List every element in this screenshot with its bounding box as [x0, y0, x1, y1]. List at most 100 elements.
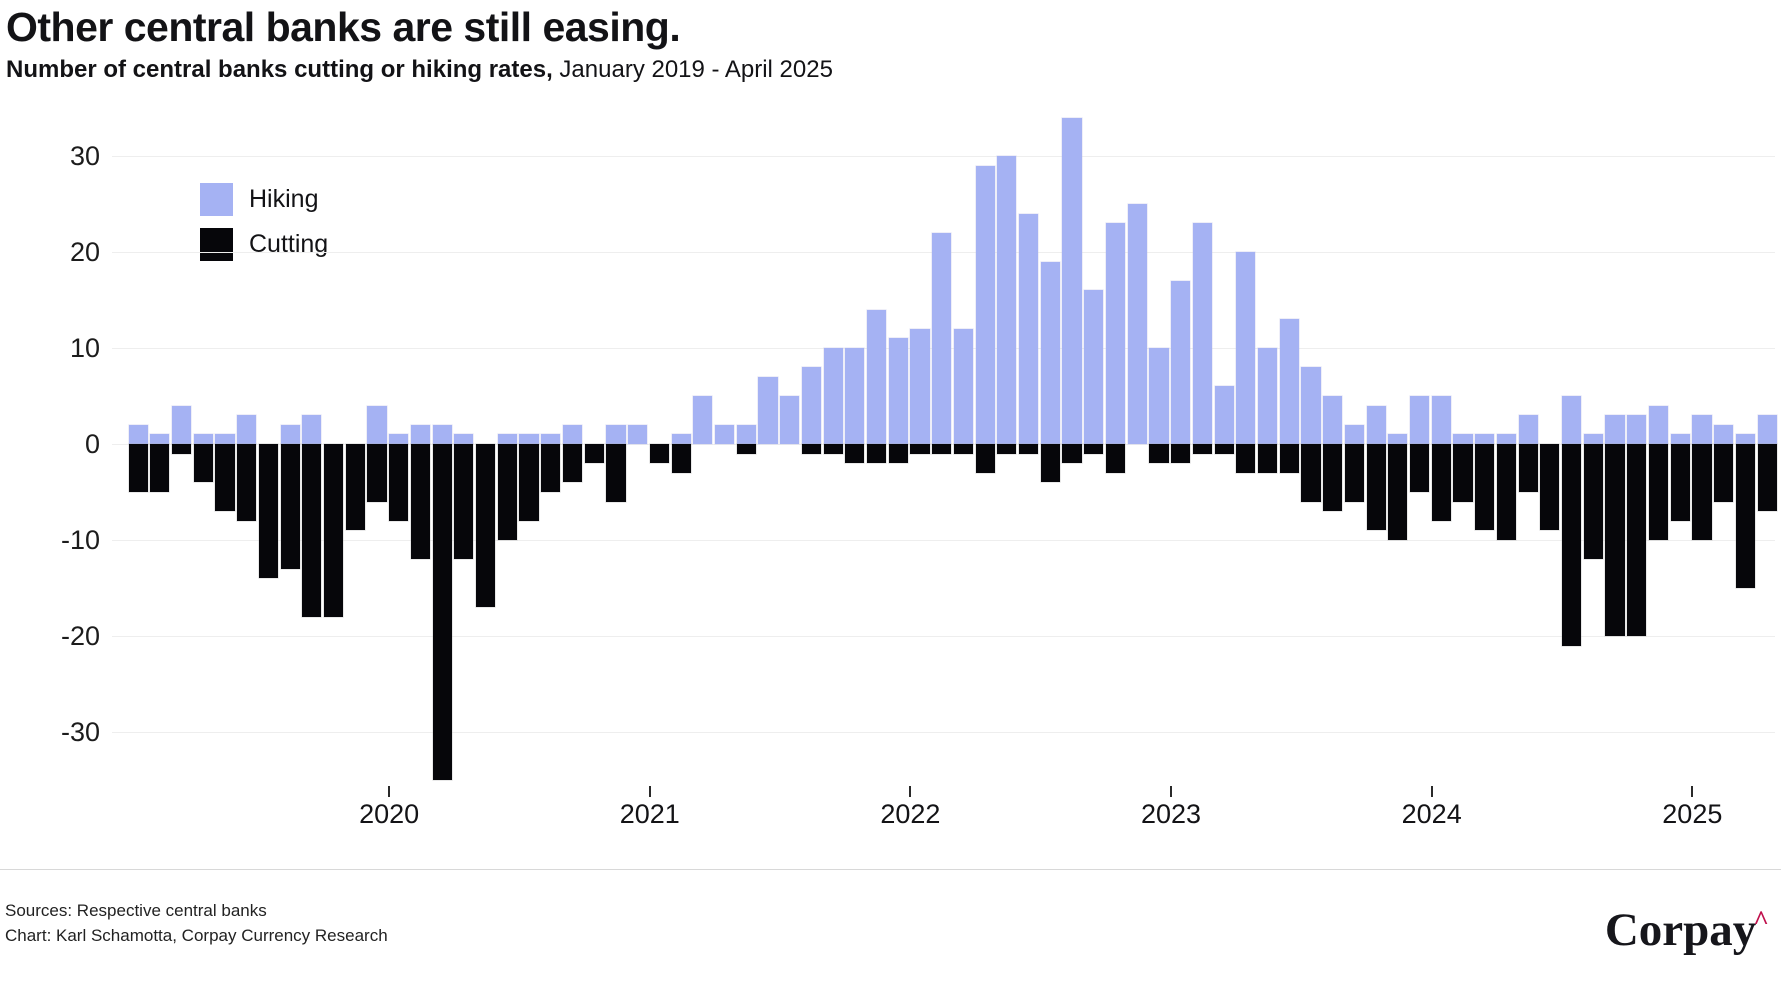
footer-divider — [0, 869, 1781, 870]
x-tick-mark-2022 — [909, 786, 912, 797]
bar-hiking-2019-04 — [193, 434, 213, 444]
bar-cutting-2025-04 — [1757, 444, 1777, 512]
footer-sources: Sources: Respective central banks — [5, 901, 267, 920]
bar-cutting-2024-07 — [1562, 444, 1582, 646]
bar-hiking-2019-08 — [280, 424, 300, 444]
bar-hiking-2024-04 — [1496, 434, 1517, 444]
bar-cutting-2023-05 — [1257, 444, 1278, 473]
chart-subtitle: Number of central banks cutting or hikin… — [6, 56, 833, 84]
bar-cutting-2023-01 — [1171, 444, 1191, 464]
y-tick-label--20: -20 — [60, 621, 100, 651]
bar-cutting-2024-02 — [1453, 444, 1473, 502]
x-tick-mark-2023 — [1170, 786, 1173, 797]
bar-hiking-2024-12 — [1670, 434, 1690, 444]
bar-hiking-2022-12 — [1149, 348, 1169, 444]
bar-cutting-2022-02 — [932, 444, 952, 454]
x-tick-label-2022: 2022 — [880, 799, 941, 829]
bar-cutting-2025-03 — [1735, 444, 1755, 588]
y-tick-label-10: 10 — [69, 333, 100, 363]
bar-hiking-2020-04 — [454, 434, 474, 444]
bar-cutting-2023-06 — [1279, 444, 1299, 473]
legend-label-hiking: Hiking — [249, 185, 319, 213]
bar-cutting-2023-02 — [1192, 444, 1212, 454]
bar-cutting-2021-09 — [823, 444, 843, 454]
hiking-swatch-icon — [200, 183, 233, 216]
bar-cutting-2023-10 — [1366, 444, 1386, 531]
bar-cutting-2020-03 — [432, 444, 452, 780]
bar-cutting-2022-06 — [1019, 444, 1039, 454]
bar-hiking-2021-07 — [780, 396, 800, 444]
bar-hiking-2020-08 — [541, 434, 561, 444]
bar-hiking-2023-02 — [1192, 223, 1212, 444]
bar-cutting-2022-07 — [1040, 444, 1060, 483]
bar-hiking-2024-07 — [1562, 396, 1582, 444]
bar-hiking-2024-09 — [1605, 415, 1625, 444]
bar-cutting-2022-10 — [1105, 444, 1126, 473]
bar-cutting-2020-06 — [497, 444, 517, 540]
bar-cutting-2021-10 — [845, 444, 865, 464]
bar-hiking-2023-10 — [1366, 405, 1386, 444]
bar-hiking-2020-12 — [628, 424, 648, 444]
bar-cutting-2019-08 — [280, 444, 300, 569]
bar-cutting-2019-02 — [150, 444, 170, 492]
bar-hiking-2019-05 — [215, 434, 235, 444]
bar-hiking-2019-02 — [150, 434, 170, 444]
gridline--30 — [112, 732, 1775, 733]
bar-hiking-2024-02 — [1453, 434, 1473, 444]
bar-hiking-2022-04 — [975, 165, 995, 444]
bar-hiking-2024-03 — [1475, 434, 1495, 444]
bar-hiking-2024-01 — [1431, 396, 1451, 444]
bar-hiking-2022-11 — [1127, 204, 1147, 444]
bar-hiking-2020-07 — [519, 434, 539, 444]
bar-hiking-2022-10 — [1105, 223, 1126, 444]
x-tick-mark-2025 — [1691, 786, 1694, 797]
bar-hiking-2023-11 — [1388, 434, 1408, 444]
bar-cutting-2021-02 — [671, 444, 691, 473]
bar-hiking-2024-05 — [1518, 415, 1538, 444]
bar-hiking-2020-01 — [389, 434, 409, 444]
bar-cutting-2019-11 — [345, 444, 365, 531]
bar-hiking-2023-09 — [1344, 424, 1364, 444]
bar-hiking-2025-04 — [1757, 415, 1777, 444]
gridline--20 — [112, 636, 1775, 637]
x-tick-label-2024: 2024 — [1401, 799, 1462, 829]
bar-hiking-2025-03 — [1735, 434, 1755, 444]
y-tick-label-30: 30 — [69, 141, 100, 171]
bar-cutting-2024-08 — [1583, 444, 1603, 560]
x-tick-mark-2024 — [1430, 786, 1433, 797]
legend-label-cutting: Cutting — [249, 230, 329, 258]
bar-cutting-2022-12 — [1149, 444, 1169, 464]
bar-cutting-2020-05 — [476, 444, 496, 608]
bar-hiking-2023-03 — [1214, 386, 1234, 444]
bar-cutting-2021-05 — [736, 444, 756, 454]
bar-hiking-2022-02 — [932, 232, 952, 444]
y-tick-label-0: 0 — [84, 429, 100, 459]
bar-cutting-2021-12 — [888, 444, 908, 464]
bar-hiking-2021-04 — [714, 424, 735, 444]
bar-hiking-2019-06 — [237, 415, 257, 444]
y-tick-label--30: -30 — [60, 717, 100, 747]
cutting-swatch-icon — [200, 228, 233, 261]
chart-subtitle-measure: Number of central banks cutting or hikin… — [6, 56, 553, 83]
bar-cutting-2020-04 — [454, 444, 474, 560]
bar-cutting-2019-07 — [258, 444, 278, 579]
bar-cutting-2019-06 — [237, 444, 257, 521]
gridline--10 — [112, 540, 1775, 541]
legend: Hiking Cutting — [200, 183, 328, 273]
bar-cutting-2020-09 — [562, 444, 583, 483]
legend-row-hiking: Hiking — [200, 183, 328, 216]
bar-hiking-2020-02 — [410, 424, 431, 444]
bar-hiking-2023-01 — [1171, 280, 1191, 444]
corpay-logo: Corpay^ — [1605, 903, 1769, 957]
bar-cutting-2024-10 — [1627, 444, 1647, 636]
bar-hiking-2019-01 — [128, 424, 148, 444]
bar-cutting-2019-04 — [193, 444, 213, 483]
bar-hiking-2022-03 — [953, 328, 974, 444]
bar-hiking-2023-04 — [1236, 252, 1256, 444]
bar-cutting-2021-08 — [801, 444, 821, 454]
bar-hiking-2022-08 — [1062, 117, 1082, 444]
bar-hiking-2023-07 — [1301, 367, 1321, 444]
bar-hiking-2019-12 — [367, 405, 387, 444]
bar-cutting-2024-03 — [1475, 444, 1495, 531]
